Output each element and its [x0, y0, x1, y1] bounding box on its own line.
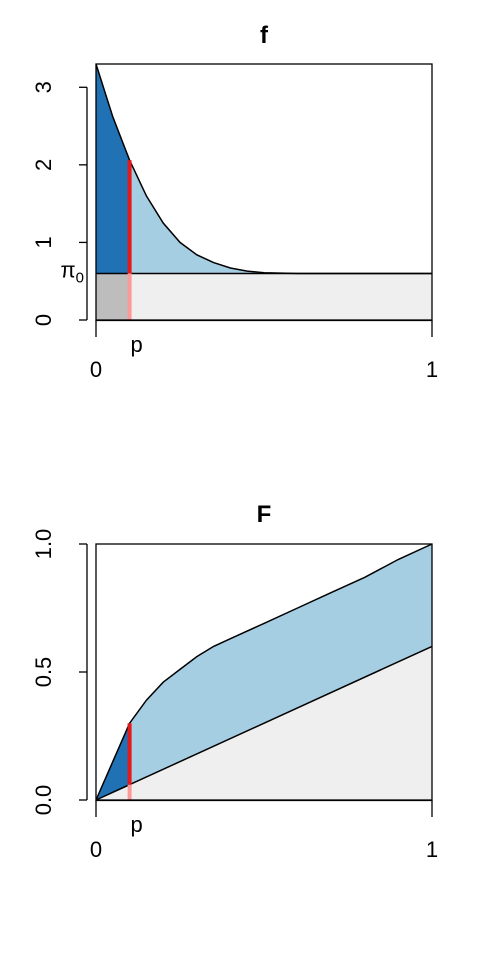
y-axis: 0 1 2 3 — [31, 81, 88, 326]
alternative-below-p-region — [96, 64, 130, 274]
panel-title-F: F — [257, 501, 272, 528]
y-tick-label: 0 — [31, 314, 56, 326]
pi0-label: π0 — [60, 257, 84, 286]
null-below-p-region — [96, 273, 130, 320]
null-density-region — [96, 273, 432, 320]
y-tick-label: 2 — [31, 159, 56, 171]
x-tick-label: 0 — [90, 357, 102, 382]
p-label: p — [130, 332, 142, 357]
y-axis: 0.0 0.5 1.0 — [31, 529, 88, 816]
y-tick-label: 0.0 — [31, 785, 56, 816]
x-tick-label: 1 — [426, 357, 438, 382]
x-tick-label: 0 — [90, 837, 102, 862]
y-tick-label: 1 — [31, 236, 56, 248]
null-cdf-line — [95, 645, 433, 801]
panel-title-f: f — [260, 22, 269, 49]
y-tick-label: 3 — [31, 81, 56, 93]
alternative-density-region — [96, 64, 432, 274]
y-tick-label: 1.0 — [31, 529, 56, 560]
y-tick-label: 0.5 — [31, 657, 56, 688]
p-label: p — [130, 812, 142, 837]
alternative-cdf-region — [96, 544, 432, 800]
cdf-curve — [95, 543, 433, 801]
x-tick-label: 1 — [426, 837, 438, 862]
